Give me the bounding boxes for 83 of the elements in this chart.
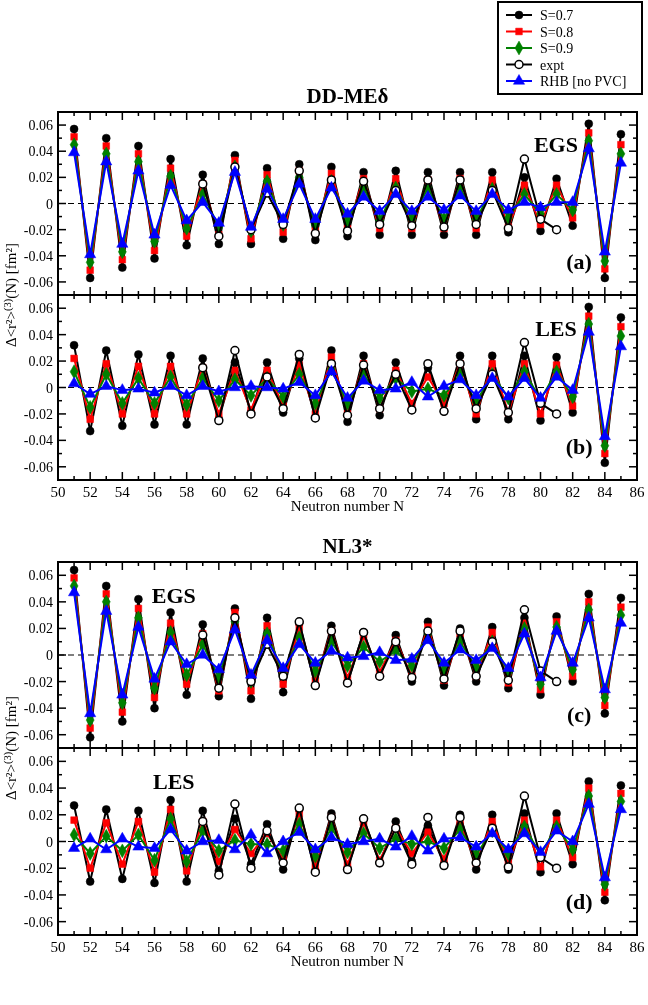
x-tick-label: 84: [597, 939, 613, 955]
x-tick-label: 82: [565, 484, 581, 500]
x-tick-label: 64: [275, 939, 292, 955]
x-axis-title: Neutron number N: [290, 498, 405, 514]
y-tick-label: 0.04: [28, 327, 53, 343]
x-tick-label: 70: [372, 484, 388, 500]
x-tick-label: 54: [114, 939, 131, 955]
annotation: (d): [565, 888, 593, 914]
chart-title: DD-MEδ: [306, 84, 389, 108]
x-tick-label: 78: [500, 939, 516, 955]
legend-label: expt: [540, 57, 565, 73]
x-tick-label: 66: [307, 939, 324, 955]
y-tick-label: 0.06: [28, 754, 53, 770]
y-tick-label: -0.04: [23, 433, 53, 449]
legend-label: S=0.7: [540, 8, 574, 23]
y-tick-label: 0.02: [28, 621, 53, 637]
x-tick-label: 72: [404, 484, 420, 500]
x-tick-label: 58: [179, 484, 195, 500]
x-tick-label: 72: [404, 939, 420, 955]
x-tick-label: 50: [50, 939, 66, 955]
y-tick-label: 0.06: [28, 118, 53, 134]
x-tick-label: 82: [565, 939, 581, 955]
x-tick-label: 80: [533, 939, 548, 955]
x-tick-label: 84: [597, 484, 613, 500]
y-tick-label: -0.02: [23, 406, 53, 422]
x-tick-label: 60: [211, 939, 227, 955]
x-tick-label: 78: [500, 484, 516, 500]
legend-label: S=0.8: [540, 24, 574, 40]
x-axis-title: Neutron number N: [290, 953, 405, 969]
y-tick-label: 0.02: [28, 807, 53, 823]
y-tick-label: 0: [46, 648, 53, 663]
x-tick-label: 80: [533, 484, 548, 500]
y-tick-label: -0.04: [23, 701, 53, 717]
x-tick-label: 52: [82, 939, 98, 955]
x-tick-label: 60: [211, 484, 227, 500]
chart-title: NL3*: [322, 534, 373, 558]
x-tick-label: 74: [436, 484, 452, 500]
x-tick-label: 56: [147, 484, 163, 500]
y-tick-label: -0.02: [23, 861, 53, 877]
legend-label: RHB [no PVC]: [540, 74, 627, 89]
y-tick-label: -0.04: [23, 887, 53, 903]
x-tick-label: 62: [243, 484, 259, 500]
y-tick-label: 0: [46, 834, 53, 850]
y-tick-label: 0.04: [28, 144, 53, 160]
annotation: LES: [535, 315, 577, 341]
x-tick-label: 74: [436, 939, 452, 955]
x-tick-label: 86: [629, 484, 645, 500]
annotation: (a): [566, 249, 592, 275]
y-tick-label: 0.06: [28, 568, 53, 584]
x-tick-label: 58: [179, 939, 195, 955]
x-tick-label: 66: [307, 484, 324, 500]
y-tick-label: -0.06: [23, 459, 53, 475]
x-tick-label: 50: [50, 484, 66, 500]
y-tick-label: 0.06: [28, 301, 53, 317]
y-tick-label: 0: [46, 380, 53, 396]
x-tick-label: 76: [468, 939, 485, 955]
y-tick-label: -0.04: [23, 248, 53, 264]
y-tick-label: 0.04: [28, 594, 53, 610]
x-tick-label: 62: [243, 939, 259, 955]
y-tick-label: 0.02: [28, 354, 53, 370]
annotation: EGS: [533, 132, 578, 158]
x-tick-label: 56: [147, 939, 163, 955]
y-tick-label: -0.06: [23, 727, 53, 743]
annotation: LES: [153, 769, 195, 795]
x-tick-label: 68: [340, 939, 355, 955]
y-tick-label: -0.02: [23, 222, 53, 238]
y-tick-label: -0.06: [23, 914, 53, 930]
x-tick-label: 68: [340, 484, 355, 500]
x-tick-label: 76: [468, 484, 485, 500]
y-tick-label: 0.04: [28, 781, 53, 797]
y-tick-label: -0.02: [23, 674, 53, 690]
x-tick-label: 52: [82, 484, 98, 500]
legend-label: S=0.9: [540, 41, 574, 56]
x-tick-label: 86: [629, 939, 645, 955]
x-tick-label: 54: [114, 484, 131, 500]
annotation: (c): [566, 701, 592, 727]
x-tick-label: 64: [275, 484, 292, 500]
y-tick-label: 0: [46, 196, 53, 212]
y-tick-label: 0.02: [28, 170, 53, 186]
annotation: (b): [565, 434, 593, 460]
x-tick-label: 70: [372, 939, 388, 955]
y-tick-label: -0.06: [23, 274, 53, 290]
annotation: EGS: [151, 582, 196, 608]
